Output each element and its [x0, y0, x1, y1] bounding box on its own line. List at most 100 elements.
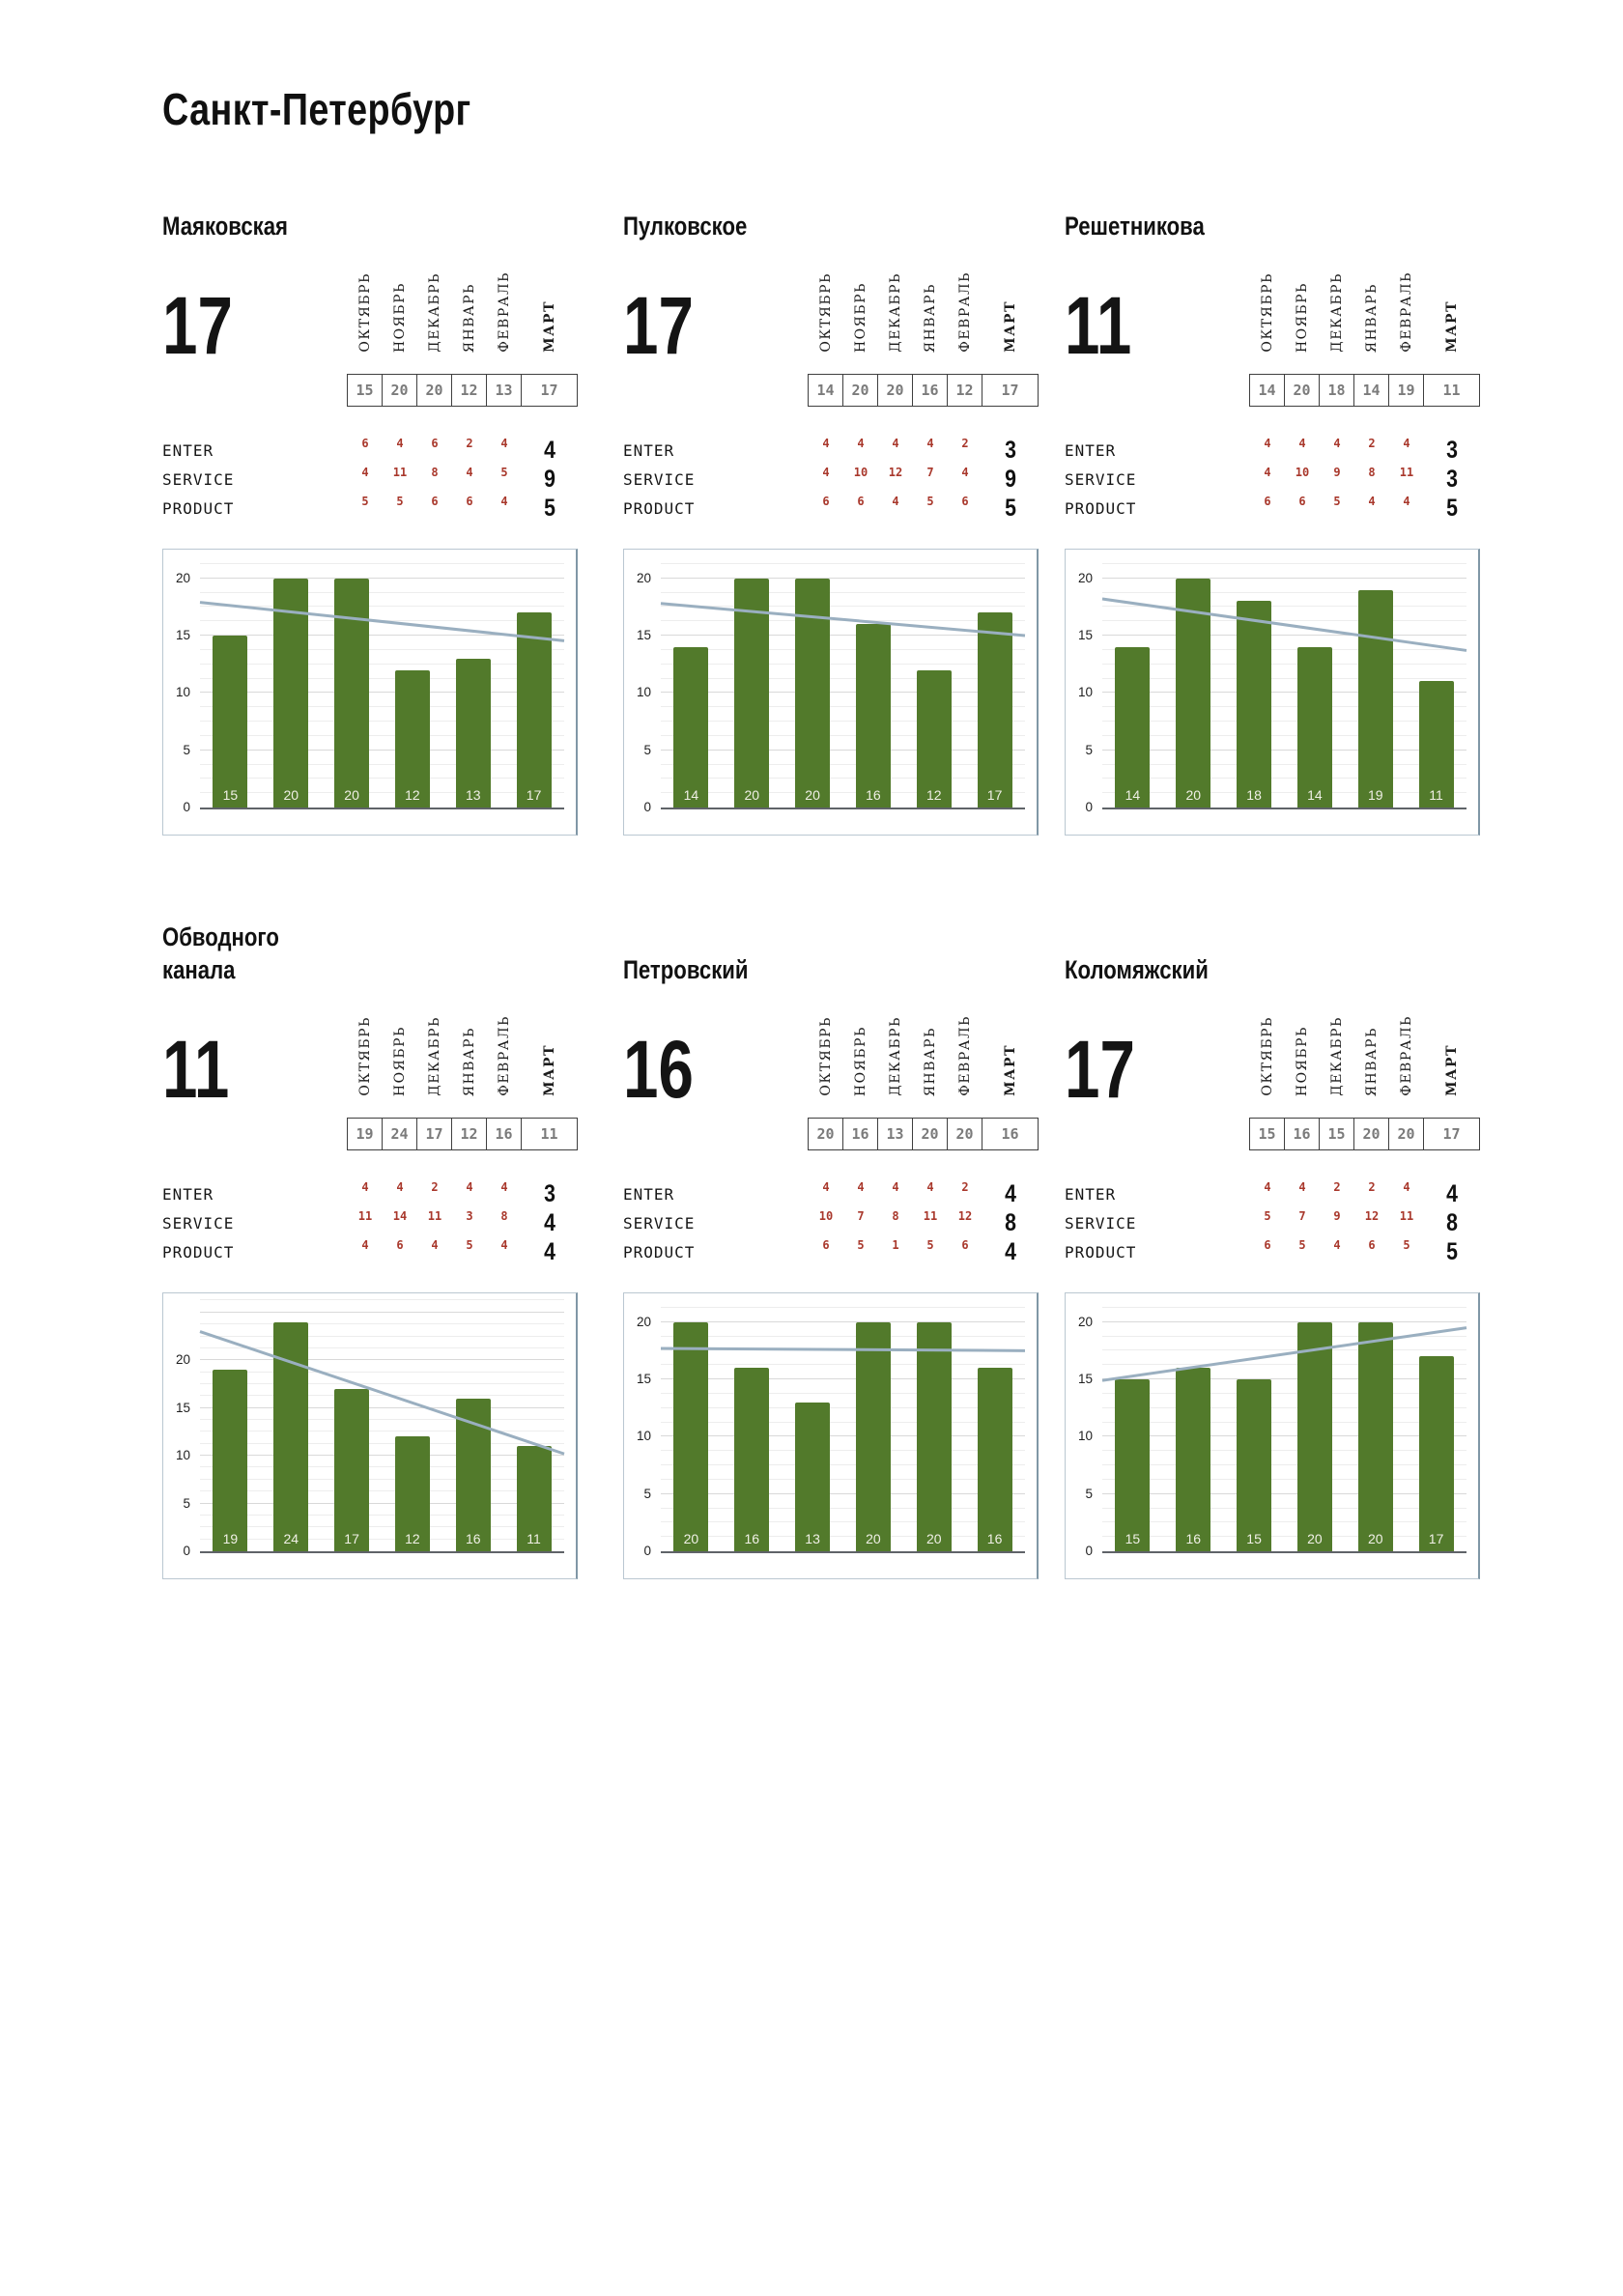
- month-cell: ЯНВАРЬ: [1354, 256, 1389, 353]
- chart-gridline: [1102, 1392, 1466, 1394]
- metric-month-value: 6: [822, 1237, 830, 1252]
- x-axis-line: [661, 1551, 1025, 1553]
- x-axis-line: [200, 808, 564, 809]
- chart-gridline: [661, 1450, 1025, 1452]
- chart-gridline: [661, 1392, 1025, 1394]
- chart-gridline: [200, 1359, 564, 1361]
- metric-month-value: 8: [892, 1208, 899, 1223]
- metric-month-value: 6: [431, 494, 439, 508]
- chart-gridline: [1102, 1435, 1466, 1437]
- month-cell: ФЕВРАЛЬ: [1389, 256, 1424, 353]
- month-label: ФЕВРАЛЬ: [497, 1015, 512, 1096]
- chart-gridline: [661, 1364, 1025, 1366]
- metric-month-value: 2: [431, 1179, 439, 1194]
- bar-value-label: 20: [344, 787, 359, 803]
- chart-gridline: [200, 577, 564, 579]
- metric-final-value: 9: [544, 465, 555, 493]
- metric-month-value: 4: [892, 1179, 899, 1194]
- location-panel: Коломяжский 17 ОКТЯБРЬ НОЯБРЬ ДЕКАБРЬ ЯНВАР…: [1065, 955, 1480, 1579]
- month-label: ФЕВРАЛЬ: [497, 271, 512, 353]
- metric-values: 4 6 4 5 4 4: [348, 1238, 578, 1266]
- month-label: НОЯБРЬ: [853, 1025, 868, 1096]
- chart-bar: 20: [734, 578, 770, 808]
- chart-gridline: [1102, 692, 1466, 694]
- metric-month-value: 4: [822, 465, 830, 479]
- month-value-box: 20: [382, 374, 417, 407]
- metric-values: 4 4 2 2 4 4: [1250, 1180, 1480, 1208]
- panel-title-line: Обводного: [162, 922, 279, 952]
- metric-month-value: 11: [1399, 1208, 1414, 1223]
- chart-gridline: [661, 792, 1025, 794]
- metric-month-value: 4: [1403, 436, 1410, 450]
- y-axis-tick-label: 20: [1077, 1314, 1093, 1329]
- panel-summary-block: 11 ОКТЯБРЬ НОЯБРЬ ДЕКАБРЬ ЯНВАРЬ ФЕВРАЛЬ МАРТ: [1065, 256, 1480, 366]
- chart-gridline: [200, 648, 564, 650]
- chart-gridline: [661, 1478, 1025, 1480]
- bar-value-label: 12: [405, 1531, 420, 1546]
- month-values-row: 15 16 15 20 20 17: [1065, 1118, 1480, 1150]
- metric-row-service: SERVICE 10 7 8 11 12 8: [623, 1208, 1039, 1237]
- bar-value-label: 24: [283, 1531, 299, 1546]
- bar-value-label: 16: [1185, 1531, 1202, 1546]
- chart-gridline: [661, 1521, 1025, 1523]
- month-label: ДЕКАБРЬ: [427, 272, 442, 353]
- month-label: МАРТ: [1444, 300, 1460, 353]
- chart-gridline: [1102, 1492, 1466, 1494]
- month-values-row: 14 20 20 16 12 17: [623, 374, 1039, 407]
- bar-value-label: 15: [222, 787, 239, 803]
- chart-gridline: [200, 1395, 564, 1397]
- chart-gridline: [200, 1455, 564, 1457]
- chart-gridline: [200, 1382, 564, 1384]
- chart-gridline: [661, 1507, 1025, 1509]
- metric-month-value: 10: [853, 465, 868, 479]
- chart-gridline: [200, 1442, 564, 1444]
- y-axis-tick-label: 0: [643, 800, 651, 814]
- metric-month-value: 6: [396, 1237, 404, 1252]
- chart-gridline: [200, 1526, 564, 1528]
- month-cell: ДЕКАБРЬ: [1320, 1000, 1354, 1096]
- metric-month-value: 5: [1298, 1237, 1306, 1252]
- month-cell: НОЯБРЬ: [843, 1000, 878, 1096]
- chart-bar: 17: [977, 612, 1012, 808]
- chart-bar: 19: [213, 1370, 248, 1551]
- metric-month-value: 4: [361, 1237, 369, 1252]
- metric-month-value: 5: [361, 494, 369, 508]
- month-values-row: 14 20 18 14 19 11: [1065, 374, 1480, 407]
- chart-gridline: [1102, 562, 1466, 564]
- month-value-box: 20: [842, 374, 878, 407]
- x-axis-line: [1102, 1551, 1466, 1553]
- chart-gridline: [661, 1335, 1025, 1337]
- chart-gridline: [661, 663, 1025, 665]
- month-cell: ДЕКАБРЬ: [417, 1000, 452, 1096]
- metric-month-value: 4: [396, 436, 404, 450]
- chart-bar: 16: [734, 1368, 770, 1551]
- chart-gridline: [661, 562, 1025, 564]
- metric-label: ENTER: [1065, 440, 1117, 460]
- chart-gridline: [661, 591, 1025, 593]
- metric-month-value: 4: [857, 436, 865, 450]
- chart-gridline: [200, 1335, 564, 1337]
- bar-chart: 0 5 10 15 20 15 16 15 20 20 17: [1065, 1292, 1480, 1579]
- chart-gridline: [661, 1464, 1025, 1465]
- location-panel: Пулковское 17 ОКТЯБРЬ НОЯБРЬ ДЕКАБРЬ ЯНВАРЬ…: [623, 212, 1039, 836]
- metric-row-product: PRODUCT 6 5 1 5 6 4: [623, 1237, 1039, 1266]
- metric-row-product: PRODUCT 6 6 4 5 6 5: [623, 494, 1039, 523]
- month-value-box: 12: [451, 1118, 487, 1150]
- month-cell: НОЯБРЬ: [383, 256, 417, 353]
- x-axis-line: [200, 1551, 564, 1553]
- metric-label: PRODUCT: [162, 1242, 235, 1261]
- month-cell: ОКТЯБРЬ: [348, 1000, 383, 1096]
- bar-value-label: 20: [1367, 1531, 1383, 1546]
- chart-gridline: [661, 1320, 1025, 1322]
- metric-month-value: 2: [961, 436, 969, 450]
- metric-month-value: 4: [361, 1179, 369, 1194]
- metric-final-value: 3: [1446, 436, 1458, 464]
- month-cell: ДЕКАБРЬ: [1320, 256, 1354, 353]
- bar-value-label: 15: [1246, 1531, 1262, 1546]
- chart-gridline: [1102, 1521, 1466, 1523]
- month-cell: ЯНВАРЬ: [913, 1000, 948, 1096]
- metric-month-value: 11: [392, 465, 408, 479]
- y-axis-tick-label: 0: [1085, 800, 1093, 814]
- panel-title: Маяковская: [162, 211, 315, 256]
- month-label: ФЕВРАЛЬ: [1399, 1015, 1414, 1096]
